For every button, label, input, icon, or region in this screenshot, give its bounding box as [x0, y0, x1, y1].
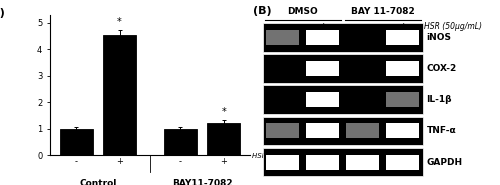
Text: (A): (A) — [0, 8, 5, 18]
Text: COX-2: COX-2 — [426, 64, 457, 73]
Text: GAPDH: GAPDH — [426, 158, 462, 166]
Text: BAY11-7082: BAY11-7082 — [172, 179, 233, 185]
Text: iNOS: iNOS — [426, 33, 452, 42]
Bar — [60, 129, 92, 155]
Text: (B): (B) — [252, 6, 271, 16]
Text: -: - — [281, 22, 284, 31]
Bar — [103, 35, 136, 155]
Text: *: * — [117, 17, 122, 27]
Text: HSR (50μg/mL): HSR (50μg/mL) — [252, 152, 306, 159]
Text: TNF-α: TNF-α — [426, 127, 456, 135]
Text: +: + — [399, 22, 406, 31]
Bar — [164, 129, 197, 155]
Text: DMSO: DMSO — [287, 7, 318, 16]
Text: -: - — [361, 22, 364, 31]
Text: Control: Control — [79, 179, 116, 185]
Text: +: + — [319, 22, 326, 31]
Text: IL-1β: IL-1β — [426, 95, 452, 104]
Bar — [208, 123, 240, 155]
Text: BAY 11-7082: BAY 11-7082 — [350, 7, 414, 16]
Text: HSR (50μg/mL): HSR (50μg/mL) — [424, 22, 482, 31]
Text: *: * — [222, 107, 226, 117]
